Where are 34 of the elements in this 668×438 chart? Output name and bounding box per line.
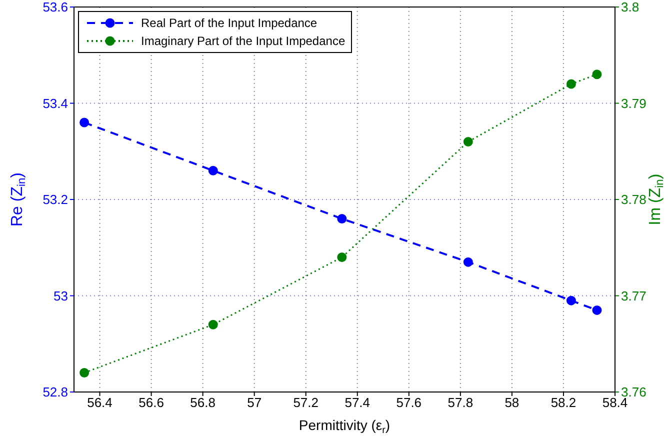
x-tick-label: 56.4 — [87, 395, 112, 410]
x-tick-label: 56.8 — [190, 395, 216, 410]
point — [566, 79, 576, 89]
x-tick-label: 58 — [504, 395, 520, 410]
point — [208, 166, 218, 176]
y-tick-label: 53.2 — [42, 192, 68, 208]
point — [337, 214, 347, 224]
y2-tick-label: 3.8 — [621, 0, 640, 15]
y2-tick-label: 3.77 — [621, 288, 646, 304]
x-tick-label: 57 — [247, 395, 262, 410]
x-tick-label: 57.6 — [396, 395, 422, 410]
point — [463, 137, 473, 146]
point — [208, 320, 218, 330]
legend-label: Real Part of the Input Impedance — [141, 16, 318, 30]
point — [463, 257, 473, 267]
x-tick-label: 57.4 — [344, 395, 370, 410]
x-tick-label: 56.6 — [138, 395, 164, 410]
x-axis-title: Permittivity (ε$_{r}$) — [298, 417, 390, 436]
point — [592, 305, 602, 315]
y-tick-label: 53.4 — [42, 96, 68, 111]
y-tick-label: 52.8 — [42, 384, 68, 400]
y-tick-label: 53 — [54, 288, 68, 304]
point — [566, 296, 576, 306]
y2-tick-label: 3.79 — [621, 96, 646, 111]
legend-label: Imaginary Part of the Input Impedance — [141, 34, 346, 48]
point — [337, 252, 347, 262]
x-tick-label: 57.8 — [448, 395, 474, 410]
x-tick-label: 57.2 — [293, 395, 319, 410]
y-tick-label: 53.6 — [42, 0, 68, 15]
point — [592, 70, 602, 80]
point — [80, 368, 90, 378]
point — [80, 118, 90, 128]
y2-tick-label: 3.78 — [621, 192, 646, 208]
x-tick-label: 58.2 — [550, 395, 576, 410]
